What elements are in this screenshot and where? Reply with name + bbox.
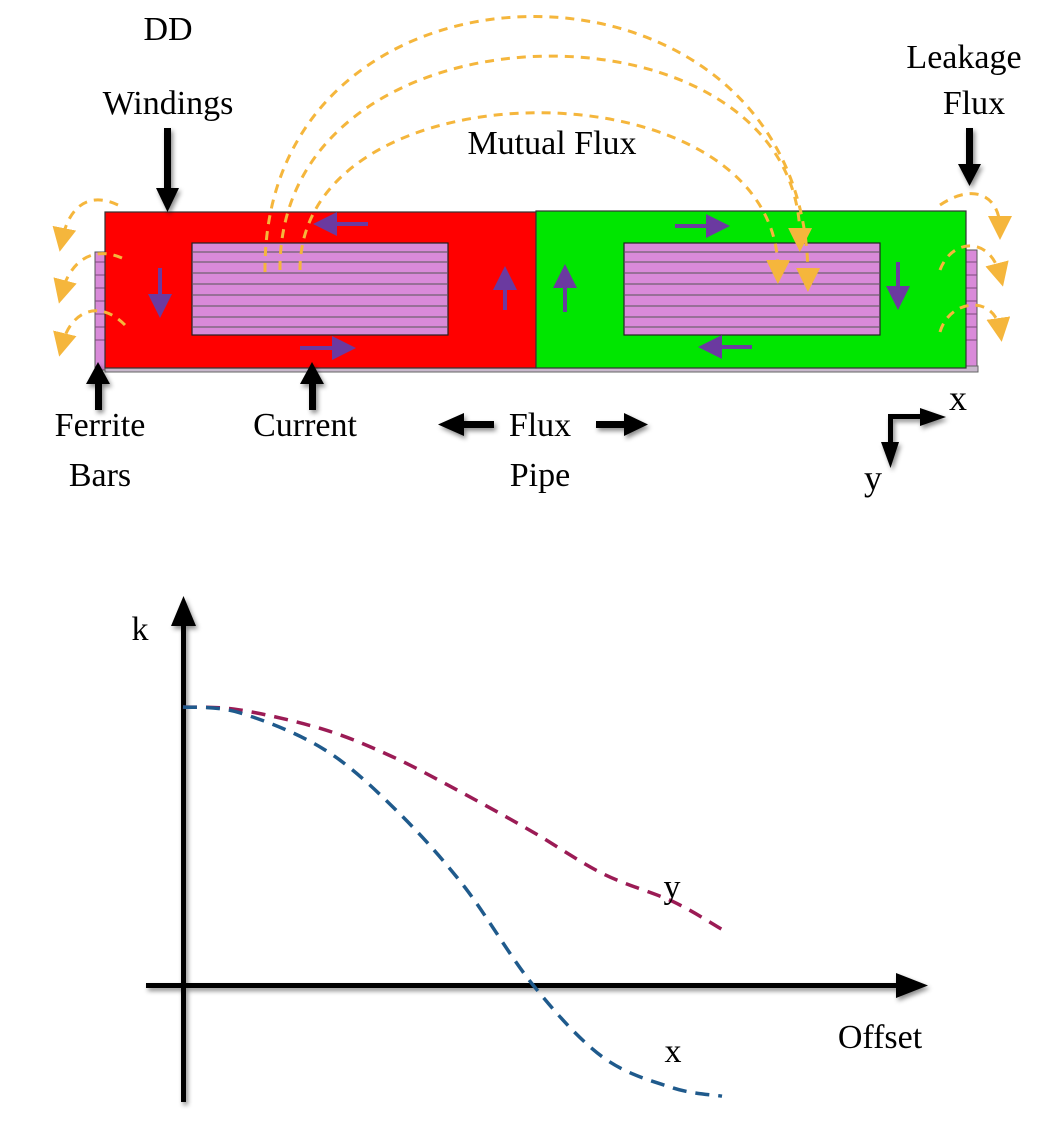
- callout-arrows: [86, 128, 981, 436]
- series-label-y: y: [664, 869, 681, 906]
- axis-y-label: y: [864, 458, 882, 498]
- coupling-chart: k Offset yx: [132, 596, 928, 1102]
- ferrite-bars-label-line2: Bars: [69, 457, 131, 494]
- ferrite-bar-right: [964, 249, 978, 369]
- y-axis-arrowhead: [171, 596, 196, 626]
- coil-assembly: [52, 15, 1012, 373]
- leakage-pointer-arrow: [958, 128, 981, 186]
- axis-x-label: x: [949, 378, 967, 418]
- right-coil-window: [623, 242, 881, 336]
- ferrite-bars-label-line1: Ferrite: [55, 407, 146, 444]
- ferrite-bar-right-lines: [965, 261, 977, 341]
- leakage-flux-lines: [52, 192, 1012, 357]
- current-arrows: [148, 212, 910, 360]
- x-axis-line: [146, 983, 898, 988]
- series-label-x: x: [665, 1033, 682, 1070]
- series-line-y: [182, 705, 723, 931]
- x-axis-label: Offset: [838, 1019, 923, 1056]
- left-coil-window: [191, 242, 449, 336]
- chart-axes: [146, 596, 928, 1102]
- y-axis-label: k: [132, 611, 149, 648]
- coordinate-axes: [881, 408, 946, 468]
- flux-pipe-right-arrow: [596, 413, 648, 436]
- left-ferrite-lines: [192, 251, 448, 328]
- leakage-flux-label-line1: Leakage: [906, 39, 1021, 76]
- current-label: Current: [253, 407, 357, 444]
- flux-pipe-label-line1: Flux: [509, 407, 571, 444]
- series-line-x: [182, 705, 723, 1098]
- ferrite-pointer-arrow: [86, 362, 110, 410]
- dd-windings-label-line2: Windings: [103, 85, 234, 122]
- windings-pointer-arrow: [156, 128, 179, 212]
- mutual-flux-lines: [263, 15, 821, 292]
- flux-pipe-left-arrow: [438, 413, 494, 436]
- flux-pipe-label-line2: Pipe: [510, 457, 570, 494]
- mutual-flux-arc-middle: [278, 54, 813, 271]
- x-axis-arrowhead: [896, 973, 928, 998]
- dd-windings-label-line1: DD: [143, 11, 192, 48]
- series-layer: yx: [182, 705, 723, 1098]
- diagram-labels: DD Windings Leakage Flux Mutual Flux Fer…: [55, 11, 1022, 498]
- mutual-flux-arc-outer: [263, 15, 821, 292]
- y-axis-line: [181, 622, 186, 1102]
- mutual-flux-label: Mutual Flux: [467, 125, 636, 162]
- current-pointer-arrow: [300, 362, 324, 410]
- right-ferrite-lines: [624, 251, 880, 328]
- mutual-flux-arc-inner: [298, 111, 791, 284]
- leakage-flux-label-line2: Flux: [943, 85, 1005, 122]
